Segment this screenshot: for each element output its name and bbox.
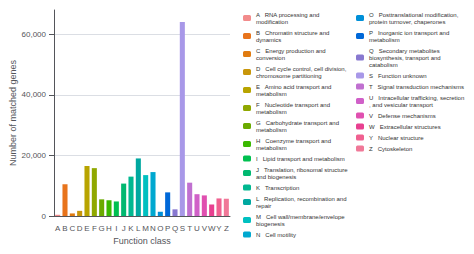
svg-text:, and vesicular transport: , and vesicular transport xyxy=(369,102,433,108)
svg-text:V Defense mechanisms: V Defense mechanisms xyxy=(369,113,436,119)
svg-text:D Cell cycle control, cell d: D Cell cycle control, cell division, xyxy=(256,66,348,72)
svg-text:metabolism: metabolism xyxy=(256,91,287,97)
svg-text:0: 0 xyxy=(42,212,47,221)
svg-text:F Nucleotide transport and: F Nucleotide transport and xyxy=(256,102,332,108)
svg-text:biosynthesis, transport and: biosynthesis, transport and xyxy=(369,55,442,61)
svg-text:protein turnover, chaperones: protein turnover, chaperones xyxy=(369,19,445,25)
svg-text:40,000: 40,000 xyxy=(22,90,47,99)
svg-text:chromosome partitioning: chromosome partitioning xyxy=(256,73,322,79)
svg-text:metabolism: metabolism xyxy=(256,127,287,133)
svg-text:S Function unknown: S Function unknown xyxy=(369,73,427,79)
svg-text:A RNA processing and: A RNA processing and xyxy=(256,12,321,18)
svg-text:Z Cytoskeleton: Z Cytoskeleton xyxy=(369,146,412,152)
svg-text:W: W xyxy=(208,224,216,233)
svg-text:M Cell wall/membrane/envelop: M Cell wall/membrane/envelope xyxy=(256,214,346,220)
svg-text:D: D xyxy=(77,224,83,233)
svg-text:B Chromatin structure and: B Chromatin structure and xyxy=(256,30,331,36)
svg-text:P: P xyxy=(165,224,170,233)
svg-text:modification: modification xyxy=(256,19,288,25)
svg-text:E: E xyxy=(84,224,89,233)
svg-text:B: B xyxy=(62,224,67,233)
svg-text:C Energy production and: C Energy production and xyxy=(256,48,327,54)
svg-text:V: V xyxy=(202,224,208,233)
svg-text:repair: repair xyxy=(256,203,271,209)
svg-text:Y: Y xyxy=(216,224,222,233)
svg-text:20,000: 20,000 xyxy=(22,151,47,160)
svg-text:S: S xyxy=(180,224,185,233)
svg-text:O Posttranslational modifica: O Posttranslational modification, xyxy=(369,12,460,18)
svg-text:G: G xyxy=(99,224,105,233)
svg-text:K Transcription: K Transcription xyxy=(256,185,299,191)
svg-text:conversion: conversion xyxy=(256,55,285,61)
svg-text:G Carbohydrate transport and: G Carbohydrate transport and xyxy=(256,120,341,126)
svg-text:I: I xyxy=(115,224,117,233)
svg-text:M: M xyxy=(142,224,149,233)
svg-text:metabolism: metabolism xyxy=(369,37,400,43)
svg-text:N: N xyxy=(150,224,156,233)
svg-text:L Replication, recombination: L Replication, recombination and xyxy=(256,196,348,202)
svg-text:metabolism: metabolism xyxy=(256,109,287,115)
svg-text:and biogenesis: and biogenesis xyxy=(256,174,296,180)
svg-text:F: F xyxy=(92,224,97,233)
svg-text:W Extracellular structures: W Extracellular structures xyxy=(369,124,441,130)
svg-text:H Coenzyme transport and: H Coenzyme transport and xyxy=(256,138,333,144)
svg-text:L: L xyxy=(136,224,141,233)
svg-text:60,000: 60,000 xyxy=(22,30,47,39)
svg-text:Q: Q xyxy=(172,224,178,233)
svg-text:U Intracellular trafficking,: U Intracellular trafficking, secretion xyxy=(369,95,464,101)
svg-text:Number of matched genes: Number of matched genes xyxy=(8,59,18,166)
svg-text:J: J xyxy=(122,224,126,233)
svg-text:J Translation, ribosomal str: J Translation, ribosomal structure xyxy=(256,167,349,173)
svg-text:K: K xyxy=(128,224,134,233)
svg-text:T: T xyxy=(187,224,192,233)
svg-text:T Signal transduction mechan: T Signal transduction mechanisms xyxy=(369,84,464,90)
svg-text:H: H xyxy=(106,224,112,233)
svg-text:I Lipid transport and metabo: I Lipid transport and metabolism xyxy=(256,156,345,162)
svg-text:catabolism: catabolism xyxy=(369,62,398,68)
svg-text:O: O xyxy=(157,224,163,233)
svg-text:P Inorganic ion transport an: P Inorganic ion transport and xyxy=(369,30,451,36)
svg-text:E Amino acid transport and: E Amino acid transport and xyxy=(256,84,333,90)
svg-text:Function class: Function class xyxy=(113,236,171,246)
svg-text:Y Nuclear structure: Y Nuclear structure xyxy=(369,135,424,141)
svg-text:biogenesis: biogenesis xyxy=(256,221,285,227)
svg-text:N Cell motility: N Cell motility xyxy=(256,232,296,238)
svg-text:dynamics: dynamics xyxy=(256,37,281,43)
svg-text:C: C xyxy=(69,224,75,233)
svg-text:Q Secondary metabolites: Q Secondary metabolites xyxy=(369,48,441,54)
svg-text:Z: Z xyxy=(224,224,229,233)
svg-text:metabolism: metabolism xyxy=(256,145,287,151)
svg-text:U: U xyxy=(194,224,200,233)
svg-text:A: A xyxy=(55,224,61,233)
